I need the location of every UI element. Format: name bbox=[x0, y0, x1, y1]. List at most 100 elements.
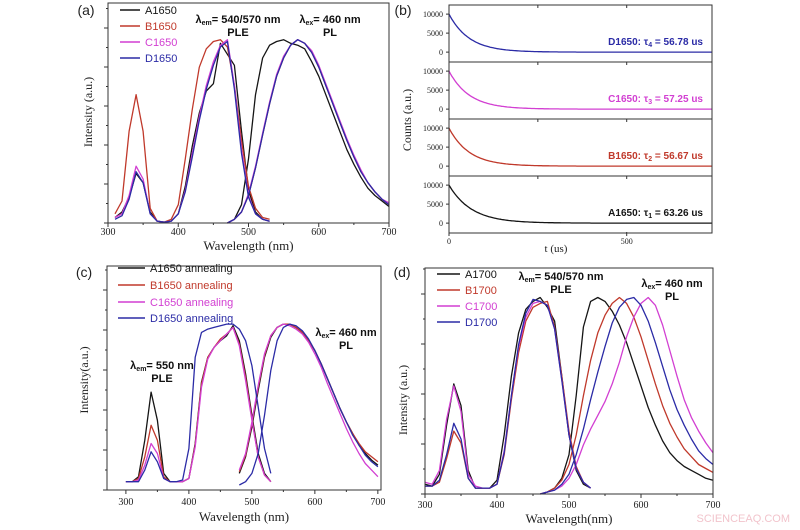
legend-label: A1650 annealing bbox=[150, 263, 233, 275]
series-a1650-decay-line bbox=[448, 184, 712, 224]
lifetime-value: = 63.26 us bbox=[652, 208, 703, 219]
annotation-wavelength: λem= 550 nm bbox=[130, 360, 194, 373]
decay-subplot-a1650: 10000 5000 0 A1650: τ1 = 63.26 us bbox=[423, 175, 713, 234]
x-tick-label: 700 bbox=[382, 227, 397, 238]
x-axis-label: Wavelength (nm) bbox=[199, 509, 289, 524]
legend-label: A1650 bbox=[145, 5, 177, 17]
y-tick-label: 5000 bbox=[427, 86, 443, 95]
annotation-value: = 550 nm bbox=[146, 360, 194, 372]
legend-label: C1650 annealing bbox=[150, 297, 233, 309]
lifetime-name: C1650: τ bbox=[608, 94, 649, 105]
annotation-wavelength: λem= 540/570 nm bbox=[518, 271, 603, 284]
lifetime-name: A1650: τ bbox=[608, 208, 649, 219]
y-tick-label: 10000 bbox=[423, 181, 443, 190]
y-tick-label: 10000 bbox=[423, 10, 443, 19]
decay-subplot-c1650: 10000 5000 0 C1650: τ3 = 57.25 us bbox=[423, 61, 713, 120]
y-tick-label: 10000 bbox=[423, 124, 443, 133]
chart-panel-a: 300 400 500 600 700 Wavelength (nm) Intensity … bbox=[77, 2, 396, 253]
y-axis-label: Counts (a.u.) bbox=[400, 89, 414, 151]
legend-label: B1650 annealing bbox=[150, 280, 233, 292]
series-b1700-pl-line bbox=[540, 296, 714, 495]
series-b1650-ple-line bbox=[114, 39, 270, 223]
annotation-value: = 540/570 nm bbox=[212, 14, 281, 26]
x-tick-label: 0 bbox=[447, 237, 451, 246]
y-axis-label: Intensity (a.u.) bbox=[396, 365, 410, 435]
chart-panel-d: 300 400 500 600 700 Wavelength(nm) Intensity (… bbox=[393, 264, 720, 526]
panel-label: (b) bbox=[394, 2, 411, 18]
series-c1650-decay-line bbox=[448, 70, 712, 110]
series-b1650-decay-line bbox=[448, 127, 712, 167]
panel-label: (d) bbox=[393, 264, 410, 280]
annotation-mode: PLE bbox=[151, 373, 172, 385]
legend-label: C1700 bbox=[465, 301, 497, 313]
decay-subplot-d1650: 10000 5000 0 D1650: τ4 = 56.78 us bbox=[423, 4, 713, 63]
legend-label: D1650 annealing bbox=[150, 313, 233, 325]
x-tick-label: 400 bbox=[181, 497, 196, 508]
annotation-mode: PL bbox=[339, 340, 353, 352]
lifetime-label: A1650: τ1 = 63.26 us bbox=[608, 208, 703, 220]
series-d1650-ple-line bbox=[114, 40, 270, 223]
lifetime-value: = 56.67 us bbox=[652, 151, 703, 162]
lambda-symbol: λ bbox=[518, 271, 524, 283]
x-tick-label: 500 bbox=[562, 500, 577, 511]
lambda-subscript: ex bbox=[647, 284, 655, 291]
lambda-subscript: em bbox=[202, 20, 212, 27]
y-tick-label: 0 bbox=[439, 219, 443, 228]
legend-label: C1650 bbox=[145, 37, 177, 49]
y-tick-label: 5000 bbox=[427, 143, 443, 152]
panel-label: (c) bbox=[76, 264, 92, 280]
series-d1650-decay-line bbox=[448, 13, 712, 53]
lifetime-subscript: 1 bbox=[648, 213, 652, 220]
x-tick-label: 600 bbox=[311, 227, 326, 238]
annotation-mode: PLE bbox=[227, 27, 248, 39]
lambda-subscript: ex bbox=[305, 20, 313, 27]
x-tick-label: 700 bbox=[706, 500, 721, 511]
lifetime-subscript: 3 bbox=[648, 99, 652, 106]
series-d1650-annealing-pl-line bbox=[238, 323, 379, 486]
annotation-wavelength: λex= 460 nm bbox=[315, 327, 377, 340]
panel-label: (a) bbox=[77, 2, 94, 18]
series-a1650-pl-line bbox=[227, 39, 390, 224]
x-tick-label: 600 bbox=[307, 497, 322, 508]
annotation-wavelength: λex= 460 nm bbox=[641, 278, 703, 291]
lifetime-name: B1650: τ bbox=[608, 151, 649, 162]
lifetime-value: = 57.25 us bbox=[652, 94, 703, 105]
annotation-value: = 460 nm bbox=[655, 278, 703, 290]
annotation-mode: PLE bbox=[550, 284, 571, 296]
series-c1650-annealing-ple-line bbox=[125, 326, 272, 483]
x-tick-label: 300 bbox=[101, 227, 116, 238]
lambda-symbol: λ bbox=[315, 327, 321, 339]
series-d1700-pl-line bbox=[540, 296, 714, 495]
annotation-mode: PL bbox=[665, 291, 679, 303]
y-tick-label: 10000 bbox=[423, 67, 443, 76]
watermark: SCIENCEAQ.COM bbox=[696, 513, 790, 525]
x-tick-label: 400 bbox=[171, 227, 186, 238]
x-tick-label: 500 bbox=[241, 227, 256, 238]
lambda-subscript: ex bbox=[321, 333, 329, 340]
annotation-wavelength: λem= 540/570 nm bbox=[195, 14, 280, 27]
x-axis-label: t (us) bbox=[545, 243, 568, 255]
y-tick-label: 5000 bbox=[427, 29, 443, 38]
lifetime-value: = 56.78 us bbox=[652, 37, 703, 48]
lifetime-label: C1650: τ3 = 57.25 us bbox=[608, 94, 703, 106]
lifetime-label: B1650: τ2 = 56.67 us bbox=[608, 151, 703, 163]
legend-label: B1700 bbox=[465, 285, 497, 297]
lambda-symbol: λ bbox=[641, 278, 647, 290]
annotation-mode: PL bbox=[323, 27, 337, 39]
legend-label: B1650 bbox=[145, 21, 177, 33]
x-axis-label: Wavelength (nm) bbox=[203, 238, 293, 253]
chart-panel-c: 300 400 500 600 700 Wavelength (nm) Intensity(… bbox=[76, 263, 386, 524]
series-d1700-ple-line bbox=[425, 298, 592, 489]
legend-label: D1700 bbox=[465, 317, 497, 329]
series-a1700-pl-line bbox=[540, 296, 714, 495]
series-c1700-pl-line bbox=[540, 296, 714, 495]
lambda-subscript: em bbox=[136, 366, 146, 373]
lambda-symbol: λ bbox=[130, 360, 136, 372]
lifetime-subscript: 2 bbox=[648, 156, 652, 163]
annotation-value: = 540/570 nm bbox=[535, 271, 604, 283]
series-c1650-annealing-pl-line bbox=[238, 323, 379, 478]
